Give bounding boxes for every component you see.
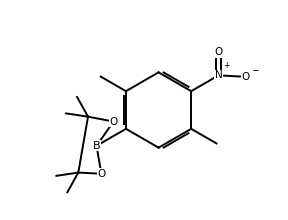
Text: B: B	[93, 141, 100, 151]
Text: O: O	[242, 72, 250, 82]
Text: O: O	[97, 169, 105, 179]
Text: +: +	[223, 61, 229, 70]
Text: N: N	[215, 70, 222, 80]
Text: O: O	[109, 117, 118, 126]
Text: −: −	[251, 65, 258, 74]
Text: O: O	[214, 47, 223, 57]
